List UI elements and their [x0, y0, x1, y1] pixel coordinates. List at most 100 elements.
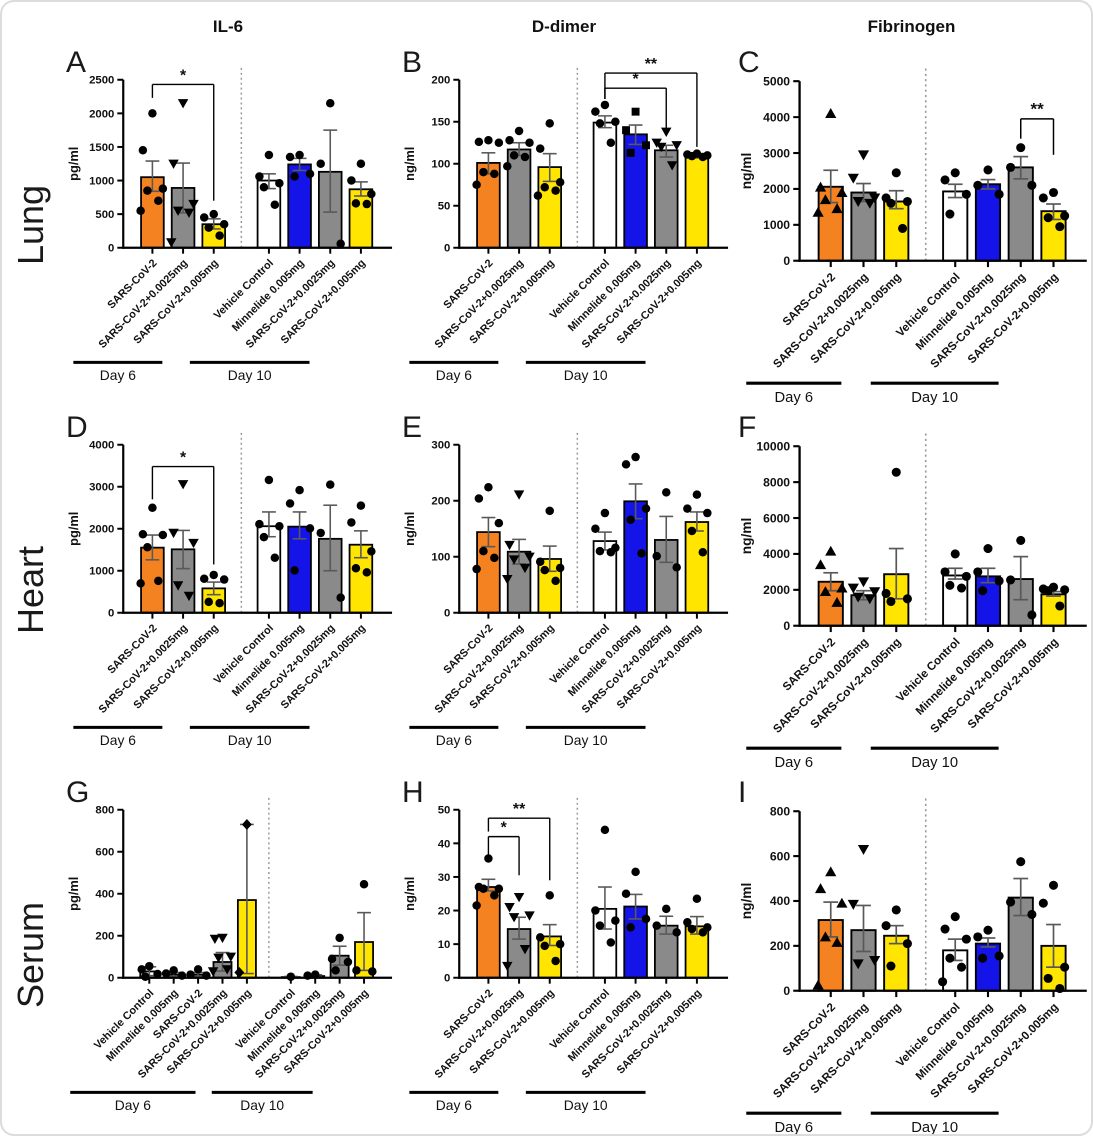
data-points	[137, 961, 162, 981]
data-points	[847, 577, 881, 605]
data-point-circle	[1038, 193, 1048, 203]
day-group: Day 10	[870, 381, 999, 406]
bar	[476, 886, 501, 979]
chart-lung-ddimer: 050100150200ng/mlSARS-CoV-2SARS-CoV-2+0.…	[402, 58, 729, 383]
data-point-triangle-down	[857, 844, 870, 855]
error-bar	[323, 129, 338, 213]
data-points	[136, 503, 168, 588]
y-axis: 0 1000 2000 3000 4000	[89, 440, 125, 620]
day-group: Day 6	[73, 360, 163, 383]
row-label-lung: Lung	[10, 184, 51, 265]
error-bar	[353, 181, 368, 197]
y-tick-label: 100	[431, 552, 450, 564]
data-point-circle	[891, 905, 901, 915]
panel-E: E 0 100 200 300 ng/ml SARS-CoV-2 SARS-CoV-2+0.…	[396, 407, 732, 772]
data-point-circle	[945, 209, 955, 219]
data-point-circle	[698, 548, 708, 557]
data-point-circle	[1060, 962, 1070, 972]
y-tick-label: 600	[770, 849, 790, 863]
data-point-triangle-down	[857, 577, 870, 588]
data-point-circle	[535, 557, 545, 567]
data-points	[881, 467, 912, 607]
data-point-circle	[367, 189, 376, 199]
day-group-label: Day 10	[564, 367, 608, 383]
data-point-circle	[902, 594, 912, 604]
data-points	[285, 485, 315, 575]
data-point-circle	[514, 126, 524, 136]
data-point-triangle-up	[831, 596, 843, 607]
data-point-circle	[215, 598, 224, 608]
day-group: Day 6	[409, 1090, 499, 1113]
y-tick-label: 2500	[89, 75, 114, 87]
data-point-triangle-down	[524, 552, 535, 562]
error-bar	[888, 924, 904, 945]
data-point-circle	[336, 239, 345, 248]
data-points	[812, 108, 848, 217]
error-bar	[628, 893, 643, 920]
y-tick-label: 10	[438, 939, 451, 951]
y-axis-unit-label: ng/ml	[739, 153, 754, 190]
data-point-triangle-down	[209, 934, 221, 945]
sig-label: **	[645, 58, 658, 73]
data-point-circle	[881, 921, 891, 931]
data-point-circle	[956, 583, 967, 593]
data-points	[472, 854, 504, 910]
data-points	[502, 892, 535, 972]
day-group: Day 10	[870, 746, 999, 771]
sig-label: *	[633, 71, 640, 88]
y-tick-label: 100	[431, 159, 450, 171]
data-point-circle	[356, 501, 366, 510]
data-points	[199, 570, 229, 608]
day-group-label: Day 10	[911, 1120, 958, 1136]
data-point-circle	[973, 180, 983, 190]
data-point-square	[642, 141, 650, 150]
data-point-circle	[703, 508, 712, 518]
data-point-circle	[1048, 187, 1059, 198]
y-tick-label: 0	[108, 608, 114, 620]
data-point-circle	[209, 570, 218, 580]
data-point-circle	[555, 177, 565, 187]
data-points	[1006, 143, 1037, 190]
data-points	[651, 127, 682, 171]
data-points	[186, 965, 211, 980]
day-group: Day 10	[525, 1090, 646, 1113]
y-tick-label: 800	[770, 804, 790, 818]
data-point-triangle-down	[869, 587, 881, 598]
panel-H: H 0 10 20 30 40 50 ng/ml SARS-CoV-2 SARS-CoV-2+0…	[396, 772, 732, 1134]
data-point-triangle-up	[825, 866, 837, 877]
data-points	[533, 119, 565, 200]
data-point-triangle-down	[188, 199, 199, 210]
panel-F: F 0 2000 4000 6000 8000 10000 ng/ml SARS-CoV-2 S…	[732, 407, 1091, 772]
y-tick-label: 10000	[756, 439, 790, 453]
data-point-triangle-down	[869, 193, 881, 204]
data-point-triangle-down	[661, 127, 672, 137]
data-point-circle	[1055, 222, 1065, 232]
data-point-circle	[356, 159, 366, 168]
data-point-circle	[902, 196, 912, 207]
data-point-circle	[1060, 585, 1070, 595]
data-point-triangle-down	[864, 198, 876, 209]
data-points	[316, 480, 345, 602]
data-point-circle	[626, 923, 635, 932]
day-group: Day 10	[525, 725, 646, 748]
sig-label: *	[501, 820, 508, 837]
data-point-circle	[950, 912, 960, 922]
data-point-circle	[335, 933, 344, 943]
data-point-circle	[138, 529, 148, 539]
y-axis: 0 50 100 150 200	[431, 75, 461, 255]
data-point-circle	[219, 219, 229, 229]
data-point-circle	[259, 532, 269, 542]
data-point-circle	[474, 137, 484, 147]
data-point-circle	[891, 467, 901, 477]
data-point-circle	[600, 100, 610, 110]
data-point-circle	[158, 530, 168, 540]
row-label-serum: Serum	[10, 901, 51, 1008]
y-axis: 0 1000 2000 3000 4000 5000	[763, 74, 801, 268]
y-axis: 0 100 200 300	[431, 440, 461, 620]
data-point-triangle-down	[166, 238, 177, 248]
data-point-circle	[652, 921, 661, 930]
panel-letter-H: H	[402, 776, 424, 809]
data-point-circle	[950, 168, 960, 178]
error-bar	[1013, 555, 1029, 601]
data-point-circle	[956, 962, 967, 972]
